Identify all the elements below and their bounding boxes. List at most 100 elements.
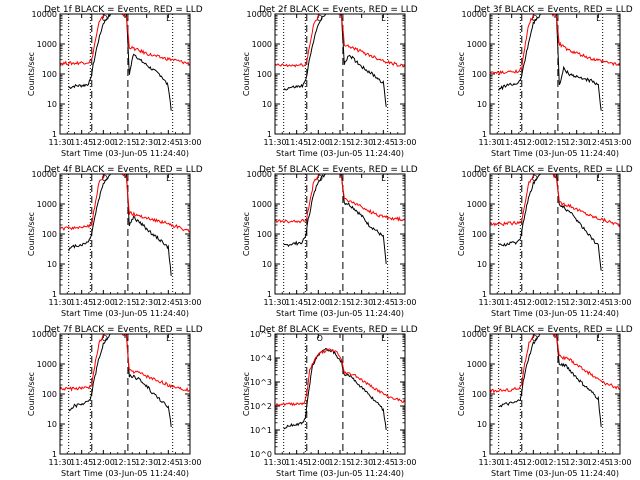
y-tick-label: 1000	[252, 40, 272, 49]
plot-frame	[489, 13, 621, 135]
y-tick-label: 10^3	[250, 378, 272, 387]
x-tick-label: 12:00	[522, 298, 545, 307]
series-line-lld	[60, 334, 190, 393]
panel-title: Det 2f BLACK = Events, RED = LLD	[259, 5, 418, 15]
plot-frame	[274, 13, 406, 135]
x-tick-label: 11:30	[263, 298, 286, 307]
x-tick-label: 11:45	[500, 138, 523, 147]
plot-frame	[59, 173, 191, 295]
time-marker-label: O	[532, 334, 538, 343]
chart-panel-3: Det 3f BLACK = Events, RED = LLD Counts/s…	[457, 5, 633, 158]
y-tick-label: 10	[262, 260, 272, 269]
y-tick-label: 1	[482, 290, 487, 299]
y-tick-label: 10^1	[250, 426, 272, 435]
plot-frame	[489, 173, 621, 295]
y-tick-label: 10	[262, 100, 272, 109]
x-tick-label: 12:15	[113, 138, 136, 147]
x-tick-label: 13:00	[393, 458, 416, 467]
y-tick-label: 10000	[32, 10, 57, 19]
x-axis-label: Start Time (03-Jun-05 11:24:40)	[61, 469, 189, 478]
time-marker-label: O	[102, 334, 108, 343]
plot-frame	[59, 13, 191, 135]
time-marker-label: O	[102, 174, 108, 183]
x-tick-label: 13:00	[178, 138, 201, 147]
series-line-lld	[275, 348, 405, 407]
y-tick-label: 1000	[467, 200, 487, 209]
x-tick-label: 11:45	[285, 298, 308, 307]
y-tick-label: 10^5	[250, 330, 272, 339]
y-axis-label: Counts/sec	[242, 372, 251, 416]
x-tick-label: 12:30	[350, 458, 373, 467]
y-tick-label: 10	[47, 260, 57, 269]
x-tick-label: 12:30	[350, 298, 373, 307]
x-tick-label: 12:00	[522, 138, 545, 147]
y-tick-label: 1	[482, 450, 487, 459]
x-tick-label: 12:15	[328, 298, 351, 307]
y-tick-label: 10^0	[250, 450, 272, 459]
y-tick-label: 1000	[467, 360, 487, 369]
plot-frame	[274, 333, 406, 455]
y-tick-label: 1	[52, 290, 57, 299]
x-tick-label: 12:00	[307, 298, 330, 307]
x-tick-label: 12:15	[543, 298, 566, 307]
y-tick-label: 1	[52, 130, 57, 139]
time-marker-label: O	[317, 14, 323, 23]
x-tick-label: 11:45	[285, 458, 308, 467]
x-tick-label: 12:15	[543, 138, 566, 147]
y-tick-label: 100	[257, 230, 272, 239]
x-axis-label: Start Time (03-Jun-05 11:24:40)	[276, 309, 404, 318]
series-line-events	[68, 174, 172, 276]
panel-title: Det 6f BLACK = Events, RED = LLD	[474, 165, 633, 175]
x-tick-label: 12:30	[565, 458, 588, 467]
y-tick-label: 1000	[37, 40, 57, 49]
time-marker-label: O	[102, 14, 108, 23]
y-axis-label: Counts/sec	[457, 212, 466, 256]
time-marker-label: L	[166, 334, 171, 343]
series-line-lld	[490, 334, 620, 394]
y-tick-label: 1	[267, 290, 272, 299]
x-tick-label: 11:45	[285, 138, 308, 147]
chart-panel-7: Det 7f BLACK = Events, RED = LLD Counts/s…	[27, 325, 203, 478]
y-tick-label: 10000	[462, 170, 487, 179]
series-line-events	[68, 334, 172, 427]
x-tick-label: 11:30	[263, 458, 286, 467]
chart-panel-8: Det 8f BLACK = Events, RED = LLD Counts/s…	[242, 325, 418, 478]
x-tick-label: 12:00	[92, 138, 115, 147]
time-marker-label: L	[381, 14, 386, 23]
x-tick-label: 13:00	[393, 298, 416, 307]
panel-title: Det 3f BLACK = Events, RED = LLD	[474, 5, 633, 15]
y-tick-label: 10000	[462, 10, 487, 19]
y-tick-label: 100	[42, 70, 57, 79]
x-tick-label: 11:45	[500, 458, 523, 467]
x-tick-label: 13:00	[608, 138, 631, 147]
x-tick-label: 12:00	[92, 298, 115, 307]
panel-title: Det 5f BLACK = Events, RED = LLD	[259, 165, 418, 175]
chart-panel-5: Det 5f BLACK = Events, RED = LLD Counts/s…	[242, 165, 418, 318]
x-axis-label: Start Time (03-Jun-05 11:24:40)	[276, 469, 404, 478]
x-tick-label: 11:45	[70, 138, 93, 147]
series-line-events	[283, 348, 387, 431]
y-tick-label: 10	[477, 260, 487, 269]
chart-panel-9: Det 9f BLACK = Events, RED = LLD Counts/s…	[457, 325, 633, 478]
x-tick-label: 12:45	[157, 298, 180, 307]
x-tick-label: 12:30	[350, 138, 373, 147]
y-tick-label: 10000	[32, 170, 57, 179]
x-tick-label: 11:30	[478, 458, 501, 467]
y-tick-label: 100	[472, 70, 487, 79]
series-line-events	[68, 14, 172, 111]
x-tick-label: 12:15	[328, 138, 351, 147]
y-tick-label: 1	[267, 130, 272, 139]
series-line-events	[498, 174, 602, 271]
y-tick-label: 10	[477, 100, 487, 109]
x-tick-label: 12:15	[328, 458, 351, 467]
x-tick-label: 11:45	[70, 458, 93, 467]
y-tick-label: 1000	[37, 200, 57, 209]
y-tick-label: 100	[42, 390, 57, 399]
y-tick-label: 10000	[247, 170, 272, 179]
time-marker-label: O	[532, 174, 538, 183]
x-axis-label: Start Time (03-Jun-05 11:24:40)	[276, 149, 404, 158]
y-tick-label: 1	[52, 450, 57, 459]
x-tick-label: 12:00	[307, 458, 330, 467]
chart-panel-2: Det 2f BLACK = Events, RED = LLD Counts/s…	[242, 5, 418, 158]
